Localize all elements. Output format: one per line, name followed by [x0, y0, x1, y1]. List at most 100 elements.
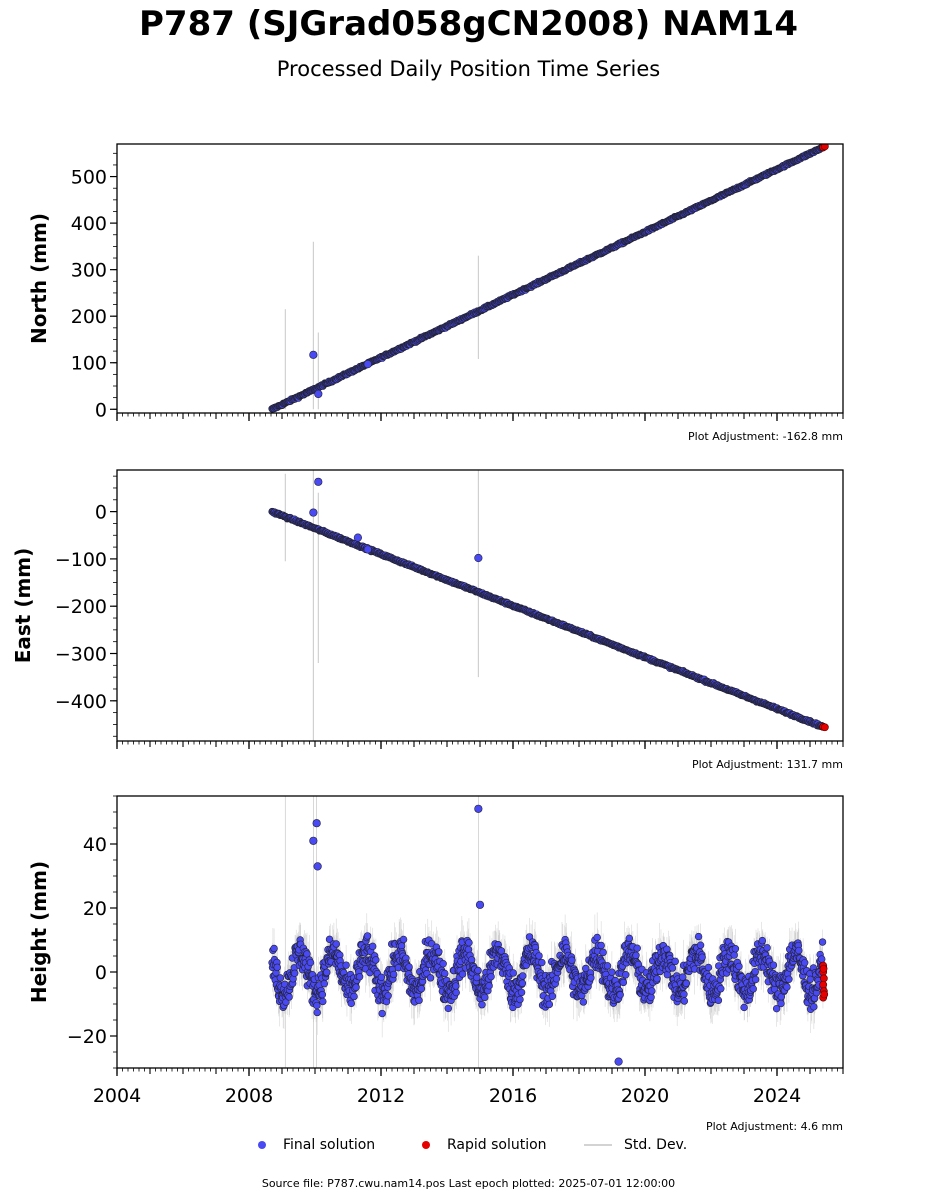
final-point [682, 979, 691, 988]
final-point [616, 991, 624, 999]
panel-0: 0 100 200 300 400 500 North (mm) Plot Adjustmen… [27, 143, 844, 443]
chart-title: P787 (SJGrad058gCN2008) NAM14 [139, 4, 798, 44]
final-point [399, 935, 408, 944]
final-point [647, 993, 655, 1001]
final-point [363, 932, 372, 940]
final-point [487, 972, 495, 981]
y-axis: 40 20 0 −20 [67, 795, 117, 1069]
final-point-outlier [474, 804, 483, 813]
panel-1: 0 −100 −200 −300 −400 East (mm) Plot Adjustmen… [11, 469, 844, 771]
final-point-outlier [309, 508, 318, 517]
final-point [552, 975, 561, 983]
final-point [625, 934, 633, 943]
final-point [342, 961, 350, 969]
final-point [730, 951, 738, 959]
final-point [593, 933, 601, 942]
final-point-outlier [309, 350, 318, 359]
y-tick-label: 20 [83, 898, 107, 920]
y-axis-label: East (mm) [11, 548, 35, 664]
final-point [777, 999, 785, 1008]
final-point [785, 975, 793, 983]
final-point [772, 1004, 781, 1013]
final-point [740, 1003, 748, 1012]
final-point [290, 969, 299, 978]
final-point [405, 963, 413, 971]
final-point [303, 950, 311, 958]
final-point [579, 998, 588, 1006]
final-point-outlier [313, 862, 322, 871]
final-point [323, 968, 331, 977]
final-point [377, 973, 386, 982]
final-point [633, 944, 641, 952]
rapid-solution-points [819, 722, 829, 732]
final-point [679, 973, 687, 981]
final-point [810, 1003, 818, 1011]
final-point [714, 996, 723, 1005]
final-point [426, 974, 435, 982]
final-point [795, 946, 803, 955]
y-axis: 0 100 200 300 400 500 [71, 152, 117, 421]
final-point [389, 970, 398, 979]
final-point [465, 938, 473, 947]
final-point [758, 936, 767, 945]
final-point-outlier [309, 836, 318, 845]
final-point [769, 961, 778, 969]
final-point [608, 968, 616, 976]
chart-subtitle: Processed Daily Position Time Series [276, 57, 661, 81]
final-point [619, 978, 628, 987]
y-tick-label: 500 [71, 167, 107, 189]
y-tick-label: −20 [67, 1026, 107, 1048]
final-point [319, 997, 327, 1006]
final-point [474, 966, 482, 975]
final-point [671, 957, 679, 966]
final-point-outlier [614, 1057, 623, 1066]
x-axis [116, 741, 844, 749]
final-point [568, 956, 576, 964]
final-point [485, 982, 493, 990]
rapid-point [820, 990, 829, 999]
final-point [717, 985, 725, 993]
final-point [538, 958, 546, 967]
final-point [622, 971, 630, 979]
final-point [441, 969, 449, 978]
final-point [378, 1009, 386, 1018]
final-point [698, 953, 706, 961]
rapid-solution-points [819, 144, 829, 152]
final-point [306, 958, 315, 967]
final-point [372, 956, 380, 964]
axes-frame [116, 469, 844, 742]
final-point [751, 975, 760, 984]
final-point [587, 974, 595, 982]
final-point [632, 951, 640, 960]
y-tick-label: 400 [71, 213, 107, 235]
final-point [481, 993, 489, 1002]
final-point [806, 975, 814, 984]
final-point [417, 985, 426, 993]
final-point [313, 1008, 321, 1017]
final-point [332, 940, 340, 948]
final-point [444, 1004, 453, 1013]
final-point [273, 963, 281, 972]
final-point [384, 992, 392, 1000]
final-point [347, 999, 355, 1008]
final-point [519, 972, 527, 980]
final-point [751, 967, 759, 976]
final-point [696, 941, 705, 949]
final-point-outlier [475, 900, 485, 909]
final-point-outlier [314, 389, 323, 399]
final-point [518, 979, 527, 987]
final-solution-points [268, 804, 827, 1066]
final-solution-points [268, 477, 827, 731]
final-point [653, 975, 661, 983]
final-point [668, 964, 677, 972]
final-point [680, 997, 689, 1005]
final-point [318, 990, 327, 999]
y-tick-label: −100 [55, 549, 107, 571]
final-point [545, 1000, 553, 1009]
final-point [763, 944, 771, 952]
y-tick-label: 0 [95, 502, 107, 524]
plot-area [268, 796, 829, 1068]
x-axis [116, 413, 844, 421]
final-point [352, 983, 360, 991]
axes-frame [116, 795, 844, 1069]
